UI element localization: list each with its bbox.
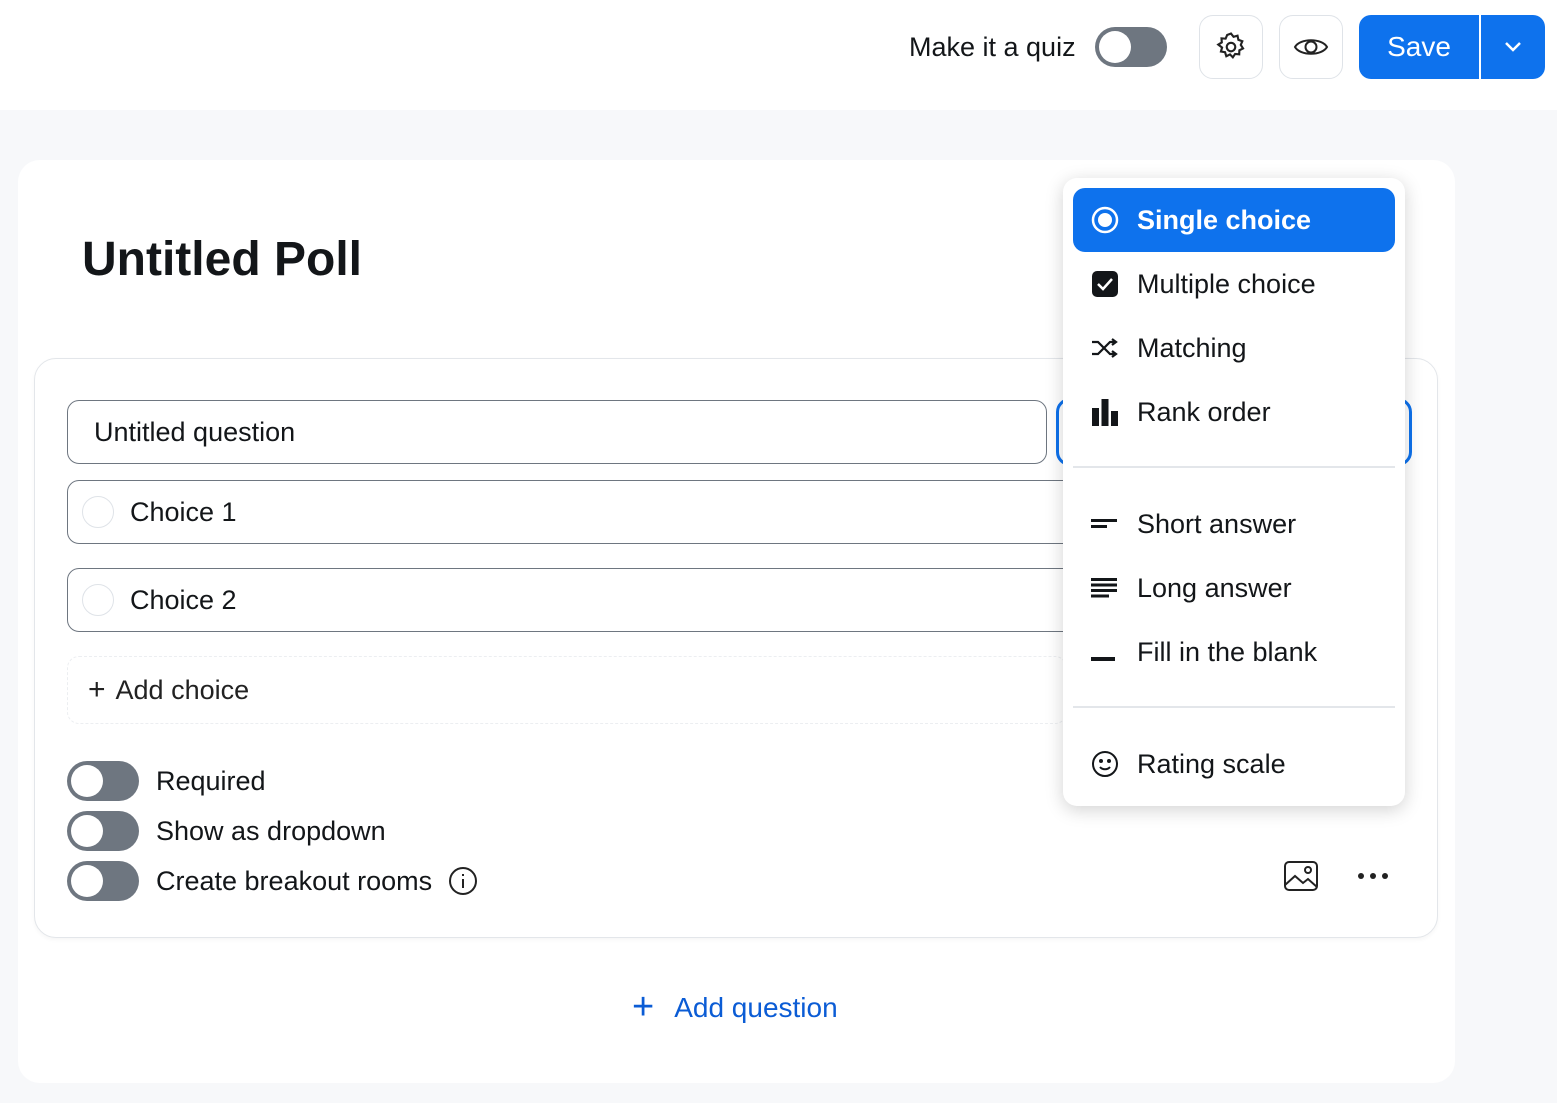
menu-item-label: Multiple choice: [1137, 268, 1316, 299]
add-choice-button[interactable]: + Add choice: [67, 656, 1067, 724]
menu-item-rank-order[interactable]: Rank order: [1073, 380, 1395, 444]
question-type-menu: Single choice Multiple choice Matching R…: [1063, 178, 1405, 806]
choice-text: Choice 1: [130, 496, 237, 527]
image-icon[interactable]: [1284, 861, 1318, 891]
info-icon[interactable]: [448, 866, 478, 896]
gear-icon: [1216, 32, 1245, 60]
menu-item-label: Rank order: [1137, 396, 1271, 427]
long-lines-icon: [1091, 578, 1117, 598]
radio-icon: [82, 584, 114, 616]
menu-item-fill-blank[interactable]: Fill in the blank: [1073, 620, 1395, 684]
add-question-label: Add question: [674, 991, 838, 1023]
save-options-button[interactable]: [1481, 15, 1545, 79]
breakout-toggle[interactable]: [67, 861, 139, 901]
menu-item-multiple-choice[interactable]: Multiple choice: [1073, 252, 1395, 316]
option-label: Show as dropdown: [156, 815, 386, 846]
blank-icon: [1091, 657, 1115, 661]
required-toggle[interactable]: [67, 761, 139, 801]
breakout-option: Create breakout rooms: [67, 861, 478, 901]
shuffle-icon: [1092, 338, 1118, 358]
question-input[interactable]: Untitled question: [67, 400, 1047, 464]
plus-icon: +: [88, 673, 106, 706]
menu-item-rating-scale[interactable]: Rating scale: [1073, 732, 1395, 796]
dropdown-option: Show as dropdown: [67, 811, 386, 851]
menu-item-label: Single choice: [1137, 204, 1312, 235]
menu-item-label: Short answer: [1137, 508, 1297, 539]
preview-button[interactable]: [1279, 15, 1343, 79]
chevron-down-icon: [1505, 42, 1521, 52]
required-option: Required: [67, 761, 266, 801]
add-question-button[interactable]: + Add question: [632, 986, 838, 1029]
menu-divider: [1073, 466, 1395, 468]
short-lines-icon: [1091, 519, 1117, 528]
eye-icon: [1293, 39, 1329, 55]
poll-title[interactable]: Untitled Poll: [82, 233, 362, 286]
radio-icon: [82, 496, 114, 528]
quiz-toggle[interactable]: [1095, 27, 1167, 67]
add-choice-label: Add choice: [115, 674, 250, 705]
bar-chart-icon: [1092, 399, 1118, 426]
choice-input-2[interactable]: Choice 2: [67, 568, 1077, 632]
choice-input-1[interactable]: Choice 1: [67, 480, 1077, 544]
choice-text: Choice 2: [130, 584, 237, 615]
plus-icon: +: [632, 986, 655, 1028]
quiz-label: Make it a quiz: [909, 32, 1076, 62]
more-icon[interactable]: [1357, 871, 1389, 881]
menu-item-matching[interactable]: Matching: [1073, 316, 1395, 380]
top-bar: Make it a quiz Save: [0, 0, 1557, 110]
menu-item-label: Rating scale: [1137, 748, 1286, 779]
radio-icon: [1091, 206, 1119, 234]
dropdown-toggle[interactable]: [67, 811, 139, 851]
save-button-group: Save: [1359, 15, 1545, 79]
menu-item-label: Long answer: [1137, 572, 1292, 603]
question-text: Untitled question: [94, 416, 296, 447]
option-label: Create breakout rooms: [156, 865, 433, 896]
menu-item-label: Fill in the blank: [1137, 636, 1318, 667]
option-label: Required: [156, 765, 266, 796]
checkbox-icon: [1092, 271, 1118, 297]
menu-item-long-answer[interactable]: Long answer: [1073, 556, 1395, 620]
settings-button[interactable]: [1199, 15, 1263, 79]
smiley-icon: [1092, 751, 1118, 777]
menu-item-single-choice[interactable]: Single choice: [1073, 188, 1395, 252]
save-button[interactable]: Save: [1359, 15, 1481, 79]
menu-divider: [1073, 706, 1395, 708]
menu-item-short-answer[interactable]: Short answer: [1073, 492, 1395, 556]
menu-item-label: Matching: [1137, 332, 1247, 363]
